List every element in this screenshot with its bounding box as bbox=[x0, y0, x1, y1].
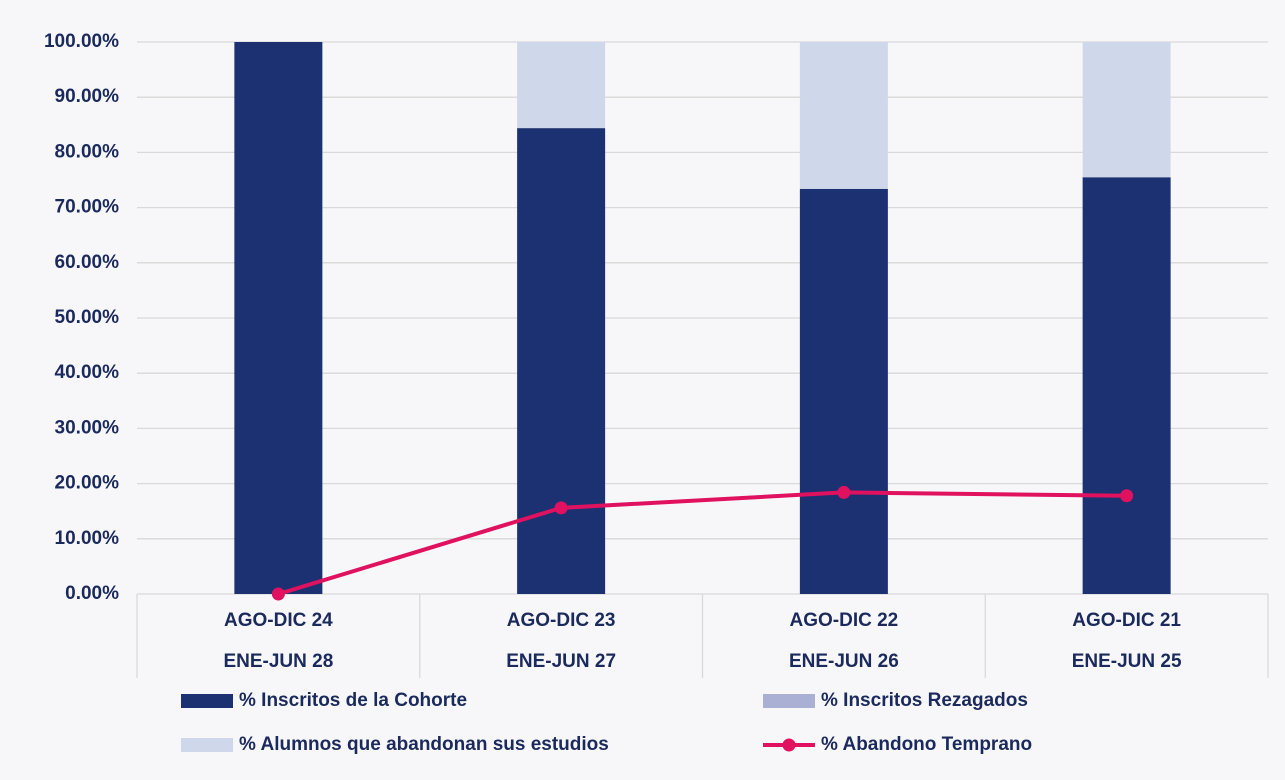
legend-swatch-marker bbox=[782, 738, 796, 752]
bar bbox=[799, 188, 888, 594]
y-tick-label: 60.00% bbox=[55, 252, 120, 273]
legend-swatch bbox=[181, 738, 233, 752]
legend-label: % Abandono Temprano bbox=[821, 734, 1032, 755]
y-tick-label: 40.00% bbox=[55, 362, 120, 383]
y-tick-label: 30.00% bbox=[55, 417, 120, 438]
line-marker bbox=[554, 501, 568, 515]
legend-label: % Alumnos que abandonan sus estudios bbox=[239, 734, 609, 755]
y-tick-label: 90.00% bbox=[55, 86, 120, 107]
x-tick-label: AGO-DIC 24 bbox=[224, 610, 333, 631]
x-tick-label: ENE-JUN 27 bbox=[506, 651, 616, 672]
x-tick-label: ENE-JUN 28 bbox=[223, 651, 333, 672]
bar bbox=[1082, 42, 1171, 178]
legend-label: % Inscritos Rezagados bbox=[821, 690, 1028, 711]
y-tick-label: 10.00% bbox=[55, 528, 120, 549]
y-tick-label: 0.00% bbox=[65, 583, 119, 604]
bar bbox=[234, 42, 323, 594]
bar bbox=[517, 42, 606, 129]
y-tick-label: 70.00% bbox=[55, 197, 120, 218]
line-marker bbox=[1120, 489, 1134, 503]
line-marker bbox=[837, 485, 851, 499]
y-tick-label: 50.00% bbox=[55, 307, 120, 328]
legend-swatch bbox=[763, 694, 815, 708]
x-tick-label: AGO-DIC 23 bbox=[507, 610, 616, 631]
x-tick-label: ENE-JUN 25 bbox=[1072, 651, 1182, 672]
bar bbox=[799, 42, 888, 189]
bar bbox=[517, 128, 606, 594]
x-tick-label: AGO-DIC 22 bbox=[790, 610, 899, 631]
legend-label: % Inscritos de la Cohorte bbox=[239, 690, 467, 711]
y-tick-label: 20.00% bbox=[55, 473, 120, 494]
y-tick-label: 100.00% bbox=[44, 31, 119, 52]
line-marker bbox=[271, 587, 285, 601]
x-tick-label: ENE-JUN 26 bbox=[789, 651, 899, 672]
x-tick-label: AGO-DIC 21 bbox=[1072, 610, 1181, 631]
y-tick-label: 80.00% bbox=[55, 141, 120, 162]
bar bbox=[1082, 177, 1171, 595]
line bbox=[277, 490, 1127, 596]
legend-swatch bbox=[181, 694, 233, 708]
